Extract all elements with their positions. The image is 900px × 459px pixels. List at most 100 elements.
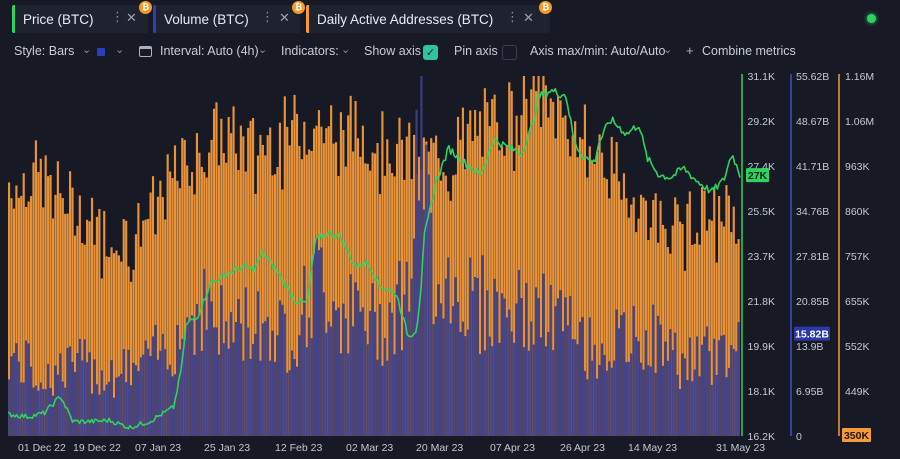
volume-bar (691, 381, 694, 436)
interval-selector[interactable]: Interval: Auto (4h) (160, 44, 259, 58)
addresses-bar (698, 244, 701, 436)
addresses-bar (259, 134, 262, 436)
volume-bar (722, 334, 726, 436)
x-axis-label: 12 Feb 23 (275, 442, 322, 454)
volume-bar (110, 360, 113, 436)
close-icon[interactable]: ✕ (523, 10, 534, 25)
more-options-icon[interactable]: ⋮ (506, 9, 519, 24)
chevron-down-icon[interactable]: ⌄ (341, 44, 351, 56)
addresses-bar (593, 164, 596, 436)
addresses-bar (110, 247, 113, 436)
style-selector[interactable]: Style: Bars (14, 44, 75, 58)
volume-bar (471, 290, 474, 436)
addresses-bar (325, 128, 328, 436)
series-color-swatch[interactable] (97, 48, 105, 56)
addresses-bar (212, 108, 216, 436)
addresses-bar (266, 135, 269, 436)
volume-bar (310, 338, 313, 436)
addresses-bar (725, 185, 728, 436)
volume-bar (161, 333, 164, 436)
volume-bar (442, 318, 445, 436)
addresses-bar (195, 133, 199, 436)
axis-tick-label: 31.1K (748, 71, 775, 83)
volume-bar (437, 284, 440, 436)
addresses-bar (605, 179, 608, 436)
volume-bar (498, 342, 501, 436)
volume-bar (469, 257, 472, 436)
addresses-bar (598, 134, 601, 437)
addresses-bar (354, 101, 357, 436)
volume-bar (264, 321, 267, 436)
volume-bar (708, 351, 711, 436)
volume-bar (532, 344, 535, 436)
volume-bar (703, 336, 706, 436)
volume-bar (288, 370, 291, 436)
pin-axis-checkbox[interactable] (502, 45, 517, 60)
volume-bar (132, 362, 135, 436)
addresses-current-value: 350K (844, 430, 870, 442)
volume-bar (635, 336, 638, 436)
volume-bar (569, 295, 572, 436)
volume-bar (293, 359, 296, 436)
addresses-bar (578, 137, 582, 436)
volume-bar (166, 369, 169, 436)
chevron-down-icon[interactable]: ⌄ (663, 44, 673, 56)
addresses-bar (513, 170, 516, 436)
addresses-bar (588, 146, 591, 437)
addresses-bar (618, 181, 621, 436)
addresses-bar (49, 174, 52, 436)
tab-price-btc[interactable]: Price (BTC) ⋮ ✕ ₿ (12, 1, 152, 33)
axis-max-min-selector[interactable]: Axis max/min: Auto/Auto (530, 44, 666, 58)
addresses-bar (349, 95, 352, 437)
addresses-bar (388, 163, 391, 436)
axis-tick-label: 13.9B (796, 341, 823, 353)
show-axis-checkbox[interactable]: ✓ (423, 45, 438, 60)
addresses-bar (173, 145, 177, 436)
volume-bar (378, 304, 382, 436)
metrics-chart[interactable]: 01 Dec 22 19 Dec 22 07 Jan 23 25 Jan 23 12 F… (0, 62, 900, 459)
volume-bar (220, 285, 223, 436)
combine-metrics-button[interactable]: Combine metrics (702, 44, 796, 58)
addresses-bar (134, 234, 138, 436)
addresses-bar (330, 105, 333, 437)
volume-bar (627, 361, 630, 436)
addresses-bar (366, 163, 369, 437)
more-options-icon[interactable]: ⋮ (111, 9, 124, 24)
addresses-bar (93, 244, 96, 436)
chevron-down-icon[interactable]: ⌄ (258, 44, 268, 56)
close-icon[interactable]: ✕ (279, 10, 290, 25)
chevron-down-icon[interactable]: ⌄ (82, 44, 92, 56)
volume-bar (700, 344, 704, 436)
volume-bar (217, 354, 220, 436)
volume-bar (308, 317, 311, 436)
volume-axis: 55.62B 48.67B 41.71B 34.76B 27.81B 20.85B 13.9… (796, 71, 829, 443)
addresses-bar (452, 175, 455, 437)
volume-bar (142, 354, 145, 436)
addresses-bar (525, 98, 528, 437)
addresses-bar (400, 139, 403, 437)
volume-bar (630, 353, 633, 436)
addresses-bar (359, 156, 362, 436)
volume-bar (103, 390, 106, 436)
axis-tick-label: 55.62B (796, 71, 829, 83)
addresses-bar (488, 126, 491, 436)
tab-daily-active-addresses-btc[interactable]: Daily Active Addresses (BTC) ⋮ ✕ ₿ (306, 1, 552, 33)
tab-addresses-label: Daily Active Addresses (BTC) (317, 11, 494, 27)
tab-volume-btc[interactable]: Volume (BTC) ⋮ ✕ ₿ (153, 1, 305, 33)
addresses-bar (449, 200, 452, 436)
volume-bar (481, 255, 484, 436)
addresses-bar (639, 194, 643, 436)
addresses-bar (713, 186, 716, 436)
close-icon[interactable]: ✕ (126, 10, 137, 25)
addresses-bar (571, 135, 574, 436)
volume-bar (683, 358, 687, 436)
volume-bar (578, 321, 582, 436)
more-options-icon[interactable]: ⋮ (261, 9, 274, 24)
indicators-selector[interactable]: Indicators: (281, 44, 339, 58)
volume-bar (374, 311, 377, 436)
volume-bar (198, 315, 201, 436)
addresses-bar (508, 82, 511, 437)
addresses-bar (205, 177, 208, 436)
volume-bar (464, 336, 467, 436)
chevron-down-icon[interactable]: ⌄ (115, 44, 125, 56)
